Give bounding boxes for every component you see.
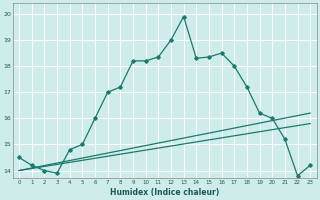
X-axis label: Humidex (Indice chaleur): Humidex (Indice chaleur): [110, 188, 219, 197]
